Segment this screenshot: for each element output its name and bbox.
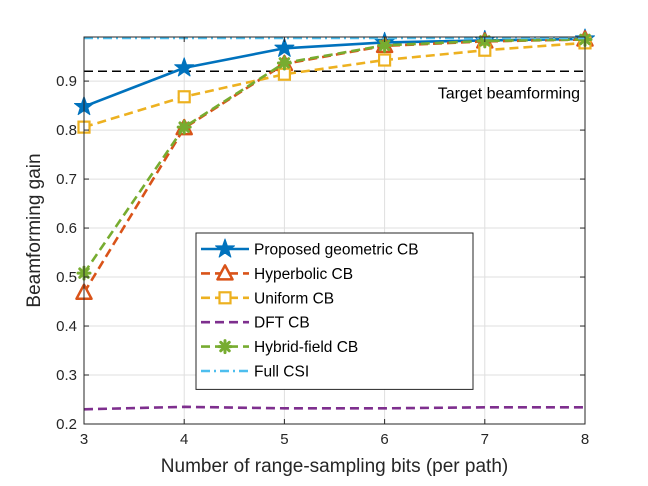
legend: Proposed geometric CB Hyperbolic CB Unifor… bbox=[195, 232, 474, 390]
plot-frame bbox=[83, 36, 586, 425]
data-point-proposed-geometric-cb bbox=[174, 57, 195, 77]
y-axis-label: Beamforming gain bbox=[24, 153, 45, 307]
series-line-uniform-cb bbox=[83, 41, 586, 129]
data-point-uniform-cb bbox=[378, 53, 392, 67]
legend-label-uniform-cb: Uniform CB bbox=[254, 290, 334, 307]
legend-label-hybrid-field-cb: Hybrid-field CB bbox=[254, 339, 358, 356]
series-group bbox=[73, 28, 596, 411]
y-tick-label: 0.8 bbox=[56, 122, 77, 139]
x-tick-label: 8 bbox=[581, 431, 589, 448]
data-point-uniform-cb bbox=[177, 90, 191, 104]
series-line-hybrid-field-cb bbox=[82, 38, 586, 274]
series-line-proposed-geometric-cb bbox=[83, 37, 586, 108]
y-tick-label: 0.9 bbox=[56, 73, 77, 90]
y-tick-label: 0.6 bbox=[56, 220, 77, 237]
legend-item-proposed-geometric-cb: Proposed geometric CB bbox=[201, 238, 419, 259]
target-beamforming-label: Target beamforming bbox=[438, 85, 580, 102]
y-tick-label: 0.2 bbox=[56, 416, 77, 433]
legend-label-dft-cb: DFT CB bbox=[254, 315, 310, 332]
legend-marker-hybrid-field-cb bbox=[217, 339, 233, 355]
y-tick-label: 0.7 bbox=[56, 171, 77, 188]
x-tick-labels: 3 4 5 6 7 8 bbox=[80, 431, 589, 448]
data-point-proposed-geometric-cb bbox=[274, 37, 295, 57]
x-axis-label: Number of range-sampling bits (per path) bbox=[161, 456, 508, 477]
data-point-hybrid-field-cb bbox=[176, 119, 192, 135]
tick-marks bbox=[83, 37, 586, 425]
legend-item-full-csi: Full CSI bbox=[201, 364, 309, 381]
legend-box bbox=[195, 232, 474, 390]
y-tick-labels: 0.2 0.3 0.4 0.5 0.6 0.7 0.8 0.9 bbox=[56, 73, 77, 433]
legend-label-full-csi: Full CSI bbox=[254, 364, 309, 381]
x-tick-label: 4 bbox=[180, 431, 188, 448]
legend-label-hyperbolic-cb: Hyperbolic CB bbox=[254, 266, 353, 283]
y-tick-label: 0.5 bbox=[56, 269, 77, 286]
x-tick-label: 7 bbox=[481, 431, 489, 448]
x-tick-label: 3 bbox=[80, 431, 88, 448]
legend-item-hybrid-field-cb: Hybrid-field CB bbox=[201, 339, 358, 356]
legend-marker-proposed-geometric-cb bbox=[214, 238, 236, 258]
x-tick-label: 5 bbox=[280, 431, 288, 448]
legend-label-proposed-geometric-cb: Proposed geometric CB bbox=[254, 242, 419, 259]
y-tick-label: 0.4 bbox=[56, 318, 77, 335]
legend-marker-uniform-cb bbox=[218, 291, 232, 305]
legend-marker-hyperbolic-cb bbox=[216, 264, 234, 281]
legend-item-uniform-cb: Uniform CB bbox=[201, 290, 334, 307]
y-tick-label: 0.3 bbox=[56, 367, 77, 384]
legend-item-hyperbolic-cb: Hyperbolic CB bbox=[201, 264, 353, 283]
x-tick-label: 6 bbox=[380, 431, 388, 448]
legend-item-dft-cb: DFT CB bbox=[201, 315, 310, 332]
series-line-hyperbolic-cb bbox=[82, 38, 586, 294]
data-point-hybrid-field-cb bbox=[276, 55, 292, 71]
